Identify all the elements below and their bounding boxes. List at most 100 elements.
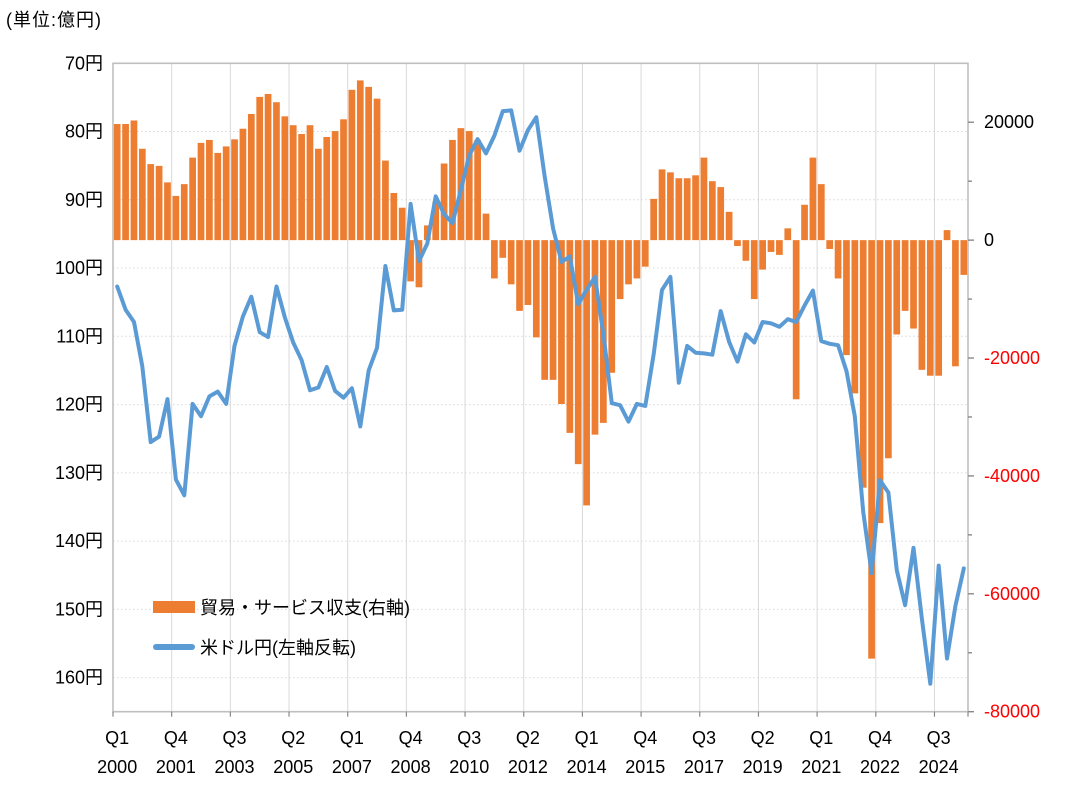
svg-text:Q3: Q3: [692, 728, 716, 748]
svg-text:20000: 20000: [984, 112, 1034, 132]
svg-text:Q3: Q3: [223, 728, 247, 748]
svg-text:Q1: Q1: [809, 728, 833, 748]
svg-text:Q4: Q4: [868, 728, 892, 748]
bar: [885, 240, 892, 459]
bar: [943, 230, 951, 241]
bar: [113, 124, 121, 241]
bar: [952, 240, 959, 367]
bar: [273, 102, 280, 241]
bar: [206, 139, 213, 241]
bar: [155, 165, 163, 241]
bar: [667, 172, 674, 241]
bar: [776, 240, 783, 255]
x-axis-tick-labels: Q1 2000 Q4 2001 Q3 2003 Q2 2005 Q1 2007 Q4 2008 Q3 20…: [97, 728, 959, 777]
bar: [214, 152, 222, 241]
bar: [650, 198, 658, 241]
svg-text:Q4: Q4: [399, 728, 423, 748]
bar: [130, 120, 138, 241]
bar: [365, 86, 373, 241]
svg-text:2008: 2008: [391, 757, 431, 777]
bar: [315, 148, 322, 241]
bar: [675, 178, 683, 241]
chart-title: (単位:億円): [6, 10, 102, 30]
svg-text:90円: 90円: [65, 190, 103, 210]
bar: [574, 240, 582, 465]
bar: [558, 240, 565, 405]
bar: [843, 240, 850, 356]
svg-text:80円: 80円: [65, 122, 103, 142]
bar: [926, 240, 934, 376]
bar: [868, 240, 875, 659]
svg-text:Q4: Q4: [164, 728, 188, 748]
bar: [616, 240, 624, 300]
bar: [449, 139, 456, 241]
bar: [398, 207, 406, 241]
bar: [440, 163, 448, 241]
bar: [256, 96, 264, 241]
bar: [935, 240, 943, 376]
bar: [700, 157, 708, 241]
svg-text:110円: 110円: [56, 326, 103, 346]
svg-text:Q1: Q1: [575, 728, 599, 748]
svg-text:Q2: Q2: [516, 728, 540, 748]
svg-text:150円: 150円: [55, 599, 103, 619]
svg-text:Q2: Q2: [281, 728, 305, 748]
bar: [356, 80, 364, 241]
bar: [516, 240, 523, 311]
svg-text:Q1: Q1: [105, 728, 129, 748]
bar: [122, 124, 129, 241]
bar: [239, 128, 247, 241]
svg-text:2021: 2021: [801, 757, 841, 777]
svg-text:2001: 2001: [156, 757, 196, 777]
bar: [625, 240, 632, 285]
svg-text:2019: 2019: [743, 757, 783, 777]
bar: [382, 160, 389, 241]
line-series-usdjpy: [115, 108, 966, 686]
bar: [482, 213, 490, 241]
gridlines: [113, 63, 968, 712]
bar: [390, 192, 398, 241]
bar: [189, 157, 196, 241]
bar: [348, 89, 356, 241]
bar: [373, 98, 381, 241]
svg-text:Q2: Q2: [751, 728, 775, 748]
bar-series-trade-services-balance: [113, 80, 968, 659]
bar: [633, 240, 641, 279]
bar: [717, 187, 725, 241]
bar: [407, 240, 414, 282]
line-series-swatch-icon: [153, 644, 195, 650]
bar: [809, 157, 817, 241]
bar: [608, 240, 616, 373]
bar: [658, 169, 666, 241]
svg-text:130円: 130円: [55, 463, 103, 483]
bar: [960, 240, 968, 275]
bar: [180, 184, 188, 241]
bar: [725, 211, 733, 241]
bar: [801, 204, 808, 241]
bar: [708, 181, 716, 241]
bar: [784, 228, 792, 241]
svg-text:2014: 2014: [567, 757, 607, 777]
bar: [851, 240, 859, 394]
svg-text:140円: 140円: [55, 531, 103, 551]
bar: [583, 240, 590, 506]
bar: [289, 125, 297, 241]
svg-text:2022: 2022: [860, 757, 900, 777]
bar: [549, 240, 557, 380]
bar: [692, 175, 699, 241]
chart-legend: 貿易・サービス収支(右軸) 米ドル円(左軸反転): [153, 593, 410, 673]
bar: [641, 240, 649, 267]
bar: [432, 201, 440, 241]
svg-text:-60000: -60000: [984, 584, 1040, 604]
bar: [591, 240, 599, 435]
legend-label-bar-series: 貿易・サービス収支(右軸): [200, 598, 410, 618]
bar: [734, 240, 741, 247]
bar-series-swatch-icon: [153, 601, 195, 613]
bar: [164, 182, 171, 241]
svg-text:2010: 2010: [449, 757, 489, 777]
svg-text:100円: 100円: [55, 258, 103, 278]
svg-text:2012: 2012: [508, 757, 548, 777]
svg-text:2015: 2015: [625, 757, 665, 777]
bar: [138, 148, 146, 241]
